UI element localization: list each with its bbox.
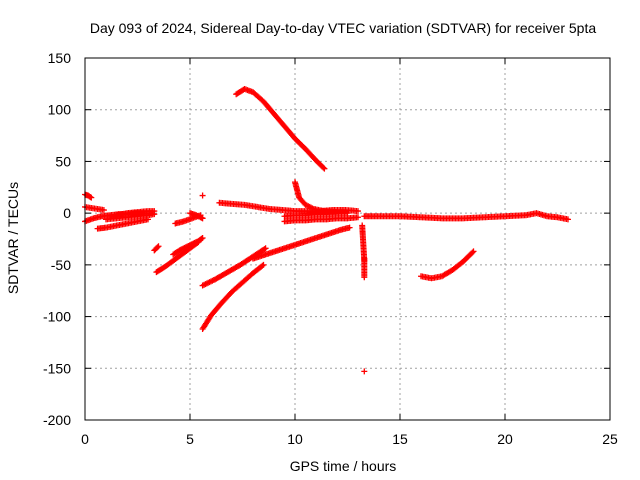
series-trace-04 <box>94 216 151 232</box>
x-tick-label: 20 <box>497 431 513 447</box>
series-trace-06 <box>113 208 158 219</box>
data-point <box>199 215 206 222</box>
data-point <box>262 245 269 252</box>
data-point <box>100 207 107 214</box>
series-trace-25 <box>418 248 477 282</box>
data-point <box>260 261 267 268</box>
data-point <box>320 164 327 171</box>
grid-layer <box>85 58 610 420</box>
series-trace-14 <box>199 245 269 289</box>
x-tick-label: 0 <box>81 431 89 447</box>
series-trace-02 <box>82 203 107 214</box>
x-tick-label: 25 <box>602 431 618 447</box>
y-tick-label: 150 <box>48 50 72 66</box>
data-point <box>155 243 162 250</box>
data-point <box>346 224 353 231</box>
series-trace-24 <box>361 210 571 223</box>
series-trace-17 <box>250 224 353 262</box>
x-axis-label: GPS time / hours <box>290 458 397 474</box>
plot-border <box>84 57 611 421</box>
data-point <box>259 262 266 269</box>
chart-title: Day 093 of 2024, Sidereal Day-to-day VTE… <box>90 20 597 36</box>
series-trace-09 <box>170 234 206 258</box>
data-point <box>361 274 368 281</box>
data-point <box>87 193 94 200</box>
data-point <box>199 234 206 241</box>
series-trace-18 <box>281 214 361 225</box>
data-point <box>154 244 161 251</box>
data-layer <box>82 86 571 375</box>
data-point <box>199 192 206 199</box>
y-tick-label: -50 <box>51 257 71 273</box>
series-trace-13 <box>199 261 267 332</box>
data-point <box>469 249 476 256</box>
series-trace-07 <box>151 243 162 254</box>
data-point <box>321 165 328 172</box>
tick-layer: 0 5 10 15 20 25 -200 -150 -100 -50 0 50 100 150 <box>43 50 618 447</box>
series-trace-20 <box>281 210 351 220</box>
data-point <box>355 208 361 215</box>
y-tick-label: -200 <box>43 412 71 428</box>
data-point <box>88 194 95 201</box>
y-tick-label: -100 <box>43 309 71 325</box>
data-point <box>565 216 571 223</box>
data-point <box>344 210 351 217</box>
y-tick-label: 100 <box>48 102 72 118</box>
data-point <box>361 368 368 375</box>
series-trace-21 <box>359 222 368 264</box>
x-tick-label: 5 <box>186 431 194 447</box>
y-tick-label: 50 <box>55 153 71 169</box>
data-point <box>470 248 477 255</box>
data-point <box>355 214 361 221</box>
y-axis-label: SDTVAR / TECUs <box>5 182 21 294</box>
x-tick-label: 15 <box>392 431 408 447</box>
series-trace-01 <box>82 191 95 201</box>
series-trace-23 <box>361 368 368 375</box>
y-tick-label: -150 <box>43 360 71 376</box>
data-point <box>261 246 268 253</box>
data-point <box>151 208 158 215</box>
series-trace-22 <box>361 255 368 281</box>
x-tick-label: 10 <box>287 431 303 447</box>
series-trace-15 <box>233 86 328 172</box>
y-tick-label: 0 <box>63 205 71 221</box>
series-trace-11 <box>187 210 206 222</box>
data-point <box>198 235 205 242</box>
series-trace-12 <box>199 192 206 199</box>
